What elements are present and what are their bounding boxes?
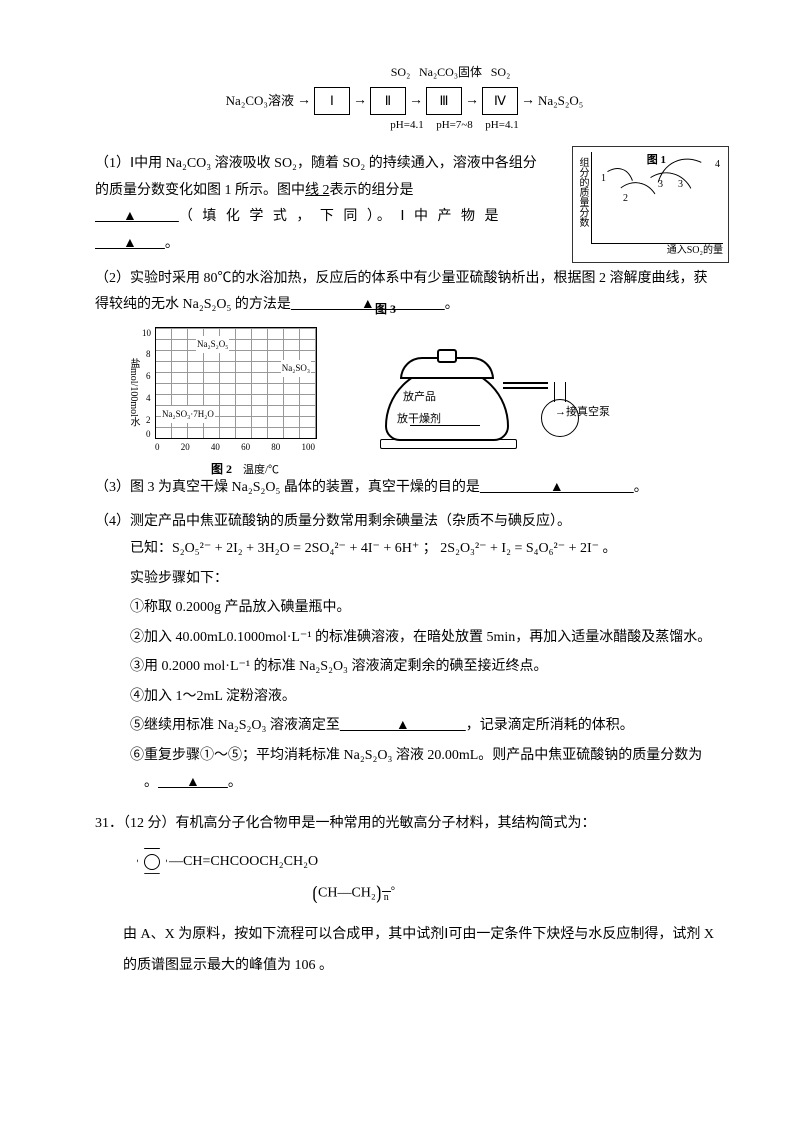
blank-1-2: ▲	[95, 231, 165, 258]
question-2: （2）实验时采用 80℃的水浴加热，反应后的体系中有少量亚硫酸钠析出，根据图 2…	[95, 266, 714, 319]
figure-2: 盐mol/100mol水 Na₂S₂O₅ Na₂SO₃ Na₂SO₃·7H₂O …	[155, 327, 335, 467]
question-31: 31．（12 分）有机高分子化合物甲是一种常用的光敏高分子材料，其结构简式为： …	[95, 811, 714, 981]
figure-1: 图 1 组分的质量分数 1 2 3 3 4 通入SO₂的量	[572, 146, 729, 263]
step-2: Ⅱ	[370, 87, 406, 116]
blank-1-1: ▲	[95, 204, 179, 231]
step-3: Ⅲ	[426, 87, 462, 116]
blank-2: ▲	[291, 292, 445, 319]
figure-3: 图 3 放产品 放干燥剂 →接真空泵	[365, 357, 605, 467]
step-4: Ⅳ	[482, 87, 518, 116]
question-4: （4）测定产品中焦亚硫酸钠的质量分数常用剩余碘量法（杂质不与碘反应）。 已知：S…	[95, 509, 714, 796]
question-1: 图 1 组分的质量分数 1 2 3 3 4 通入SO₂的量 （1）Ⅰ中用 Na₂…	[95, 151, 714, 257]
figures-2-3: 盐mol/100mol水 Na₂S₂O₅ Na₂SO₃ Na₂SO₃·7H₂O …	[155, 327, 714, 467]
blank-5: ▲	[340, 713, 466, 740]
blank-6: ▲	[158, 770, 228, 797]
step-1: Ⅰ	[314, 87, 350, 116]
blank-3: ▲	[480, 475, 634, 502]
flow-diagram: SO₂Na₂CO₃固体SO₂ Na₂CO₃溶液→ Ⅰ→ Ⅱ→ Ⅲ→ Ⅳ→ Na₂…	[95, 60, 714, 136]
benzene-ring	[137, 848, 169, 876]
question-3: （3）图 3 为真空干燥 Na₂S₂O₅ 晶体的装置，真空干燥的目的是 ▲ 。	[95, 475, 714, 502]
structural-formula: —CH=CHCOOCH₂CH₂O ⟮CH—CH₂⟯n。	[137, 848, 714, 910]
